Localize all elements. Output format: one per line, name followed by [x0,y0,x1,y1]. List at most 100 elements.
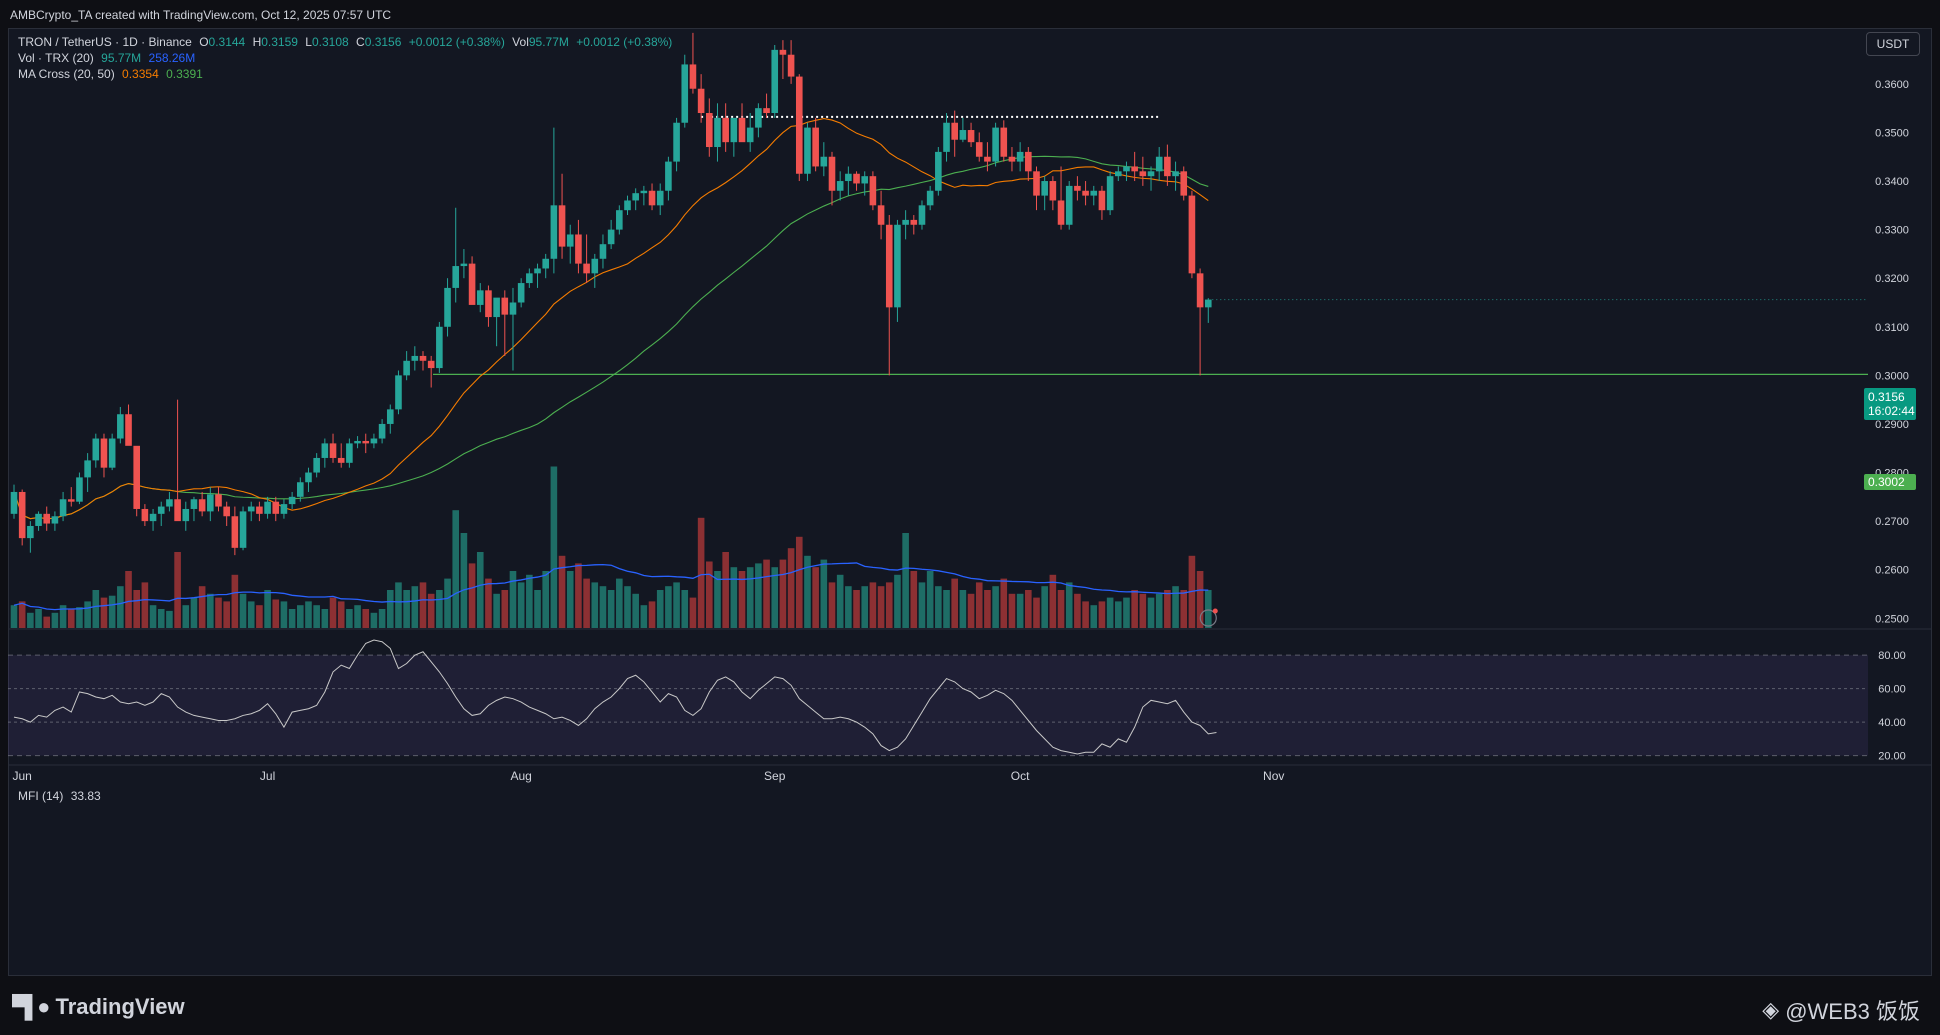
volume-bar [362,609,370,628]
volume-bar [1106,597,1114,628]
candle-body [632,193,639,201]
candle-body [297,482,304,497]
candle-body [599,244,607,259]
volume-bar [92,590,100,628]
candle-body [1041,181,1048,196]
price-tick-label: 0.3300 [1875,225,1909,237]
candle-body [125,414,132,446]
volume-bar [975,582,983,628]
candle-body [223,506,230,517]
volume-bar [149,605,157,628]
candle-body [746,127,754,143]
volume-bar [59,605,67,628]
volume-bar [787,548,795,628]
volume-bar [951,578,958,628]
close-value: 0.3156 [364,35,402,49]
symbol-name: TRON / TetherUS · 1D · Binance [18,35,192,49]
volume-bar [157,609,165,628]
volume-bar [1139,593,1147,628]
time-tick-label: Oct [1011,769,1030,783]
candle-body [100,438,108,468]
candle-body [207,494,214,512]
candle-body [1016,151,1024,162]
volume-bar [223,601,230,628]
mfi-value: 33.83 [70,789,101,803]
volume-bar [534,590,541,628]
candle-body [501,297,509,315]
close-label: C [356,35,365,49]
volume-bar [460,533,468,628]
volume-bar [10,605,18,628]
volume-bar [1098,601,1106,628]
ma-cross-legend: MA Cross (20, 50) 0.3354 0.3391 [18,66,203,82]
volume-bar [346,609,353,628]
tradingview-logo[interactable]: ▀▌● TradingView [12,994,185,1020]
candle-body [558,205,566,247]
volume-bar [1008,593,1016,628]
candle-body [607,229,615,245]
volume-bar [509,571,517,628]
change-value: +0.0012 (+0.38%) [408,35,505,49]
time-tick-label: Jul [260,769,275,783]
volume-bar [1123,597,1130,628]
price-tick-label: 0.3100 [1875,322,1909,334]
low-value: 0.3108 [311,35,349,49]
vol-change: +0.0012 (+0.38%) [576,35,673,49]
volume-bar [542,571,549,628]
volume-bar [779,559,787,628]
candle-body [51,516,59,524]
candle-body [166,499,173,507]
last-price: 0.3156 [1868,390,1905,404]
vol-label: Vol [512,35,529,49]
candle-body [174,499,181,522]
candle-body [681,64,689,123]
candle-body [755,108,762,128]
candle-body [149,513,157,522]
volume-bar [403,590,410,628]
volume-bar [215,597,222,628]
currency-button[interactable]: USDT [1866,32,1920,56]
volume-bar [133,590,140,628]
candle-body [853,173,860,184]
candle-body [640,190,648,194]
price-tick-label: 0.2500 [1875,613,1909,625]
candle-body [485,290,492,318]
candle-body [804,127,811,174]
high-value: 0.3159 [261,35,298,49]
attribution-bar: AMBCrypto_TA created with TradingView.co… [0,0,1940,28]
candle-body [526,273,533,284]
volume-bar [714,571,721,628]
volume-bar [468,563,476,628]
volume-bar [198,586,206,628]
low-label: L [305,35,312,49]
candle-body [1025,151,1032,172]
volume-bar [566,571,574,628]
candle-body [935,151,942,191]
volume-bar [820,559,828,628]
high-label: H [252,35,262,49]
volume-bar [517,582,525,628]
candle-body [1115,171,1122,177]
volume-bar [1000,578,1008,628]
trading-chart[interactable]: 0.25000.26000.27000.28000.29000.30000.31… [8,28,1932,976]
volume-bar [689,597,697,628]
price-tick-label: 0.3200 [1875,273,1909,285]
volume-bar [771,567,779,628]
candle-body [239,511,247,548]
volume-bar [804,555,811,628]
volume-bar [280,601,288,628]
candle-body [280,504,288,514]
candle-body [738,117,746,143]
candle-body [918,205,926,225]
candle-body [378,423,386,439]
volume-bar [558,555,566,628]
candle-body [1049,181,1057,201]
candle-body [517,283,525,303]
candle-body [648,190,656,206]
volume-indicator-label: Vol · TRX (20) [18,51,94,65]
volume-bar [861,586,869,628]
candle-body [18,491,26,539]
volume-bar [607,590,615,628]
mfi-tick-label: 80.00 [1878,650,1906,662]
candle-body [1000,127,1008,157]
